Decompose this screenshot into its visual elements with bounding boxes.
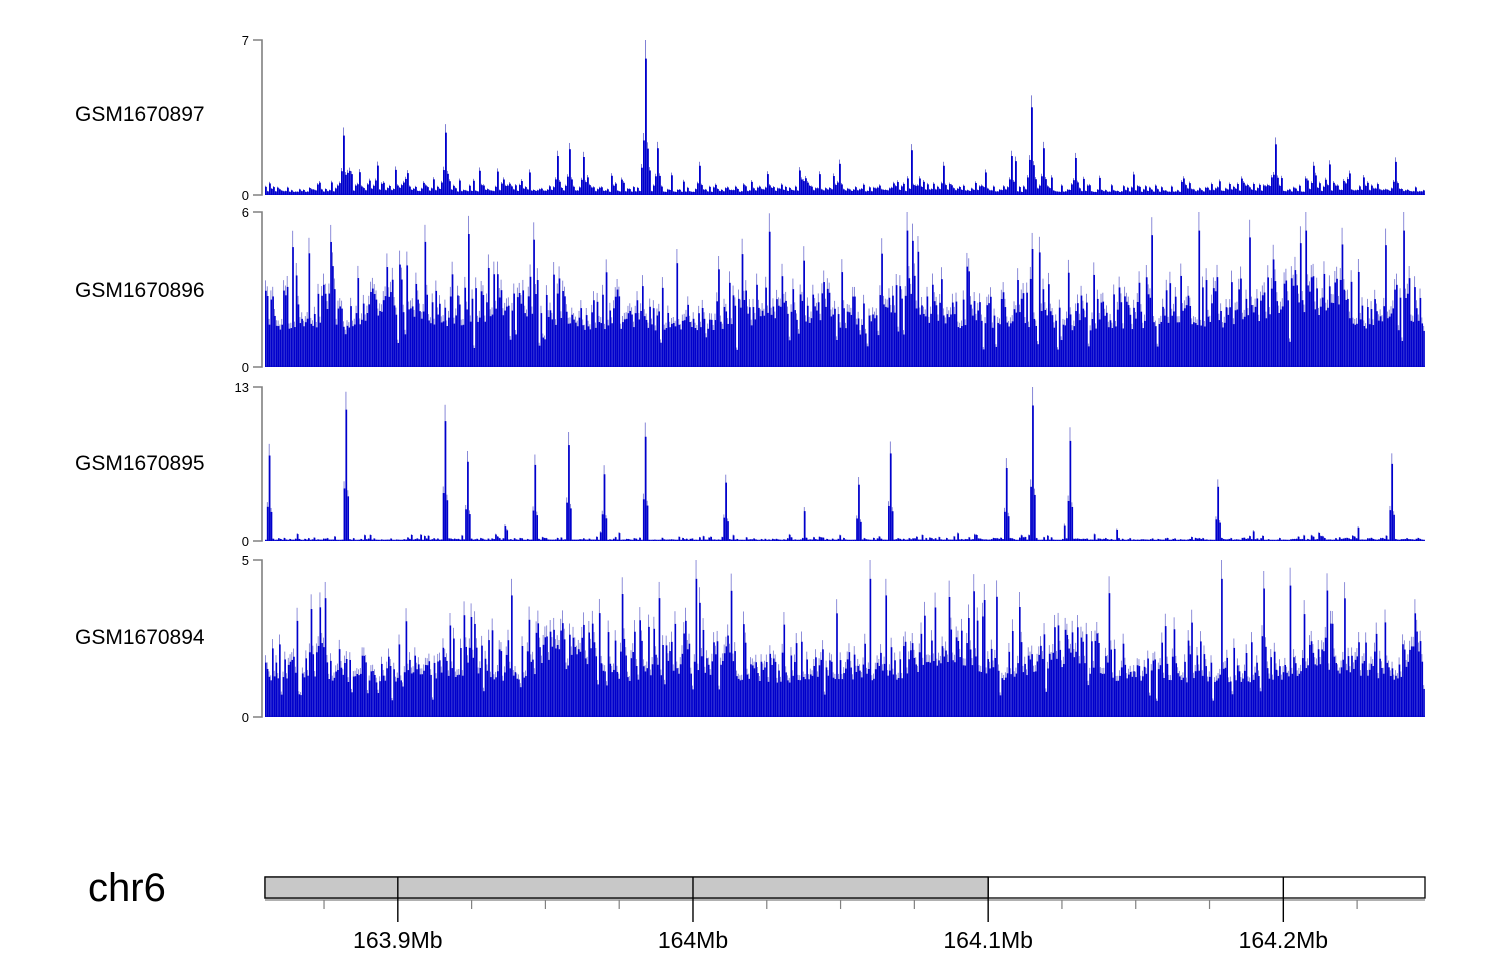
axis-tick-label: 164.2Mb <box>1239 927 1329 953</box>
axis-tick-label: 164Mb <box>658 927 728 953</box>
track-label-gsm1670895: GSM1670895 <box>75 452 205 475</box>
track-label-gsm1670897: GSM1670897 <box>75 103 205 126</box>
y-axis-max-label-GSM1670894: 5 <box>242 553 249 568</box>
track-label-gsm1670894: GSM1670894 <box>75 626 205 649</box>
coverage-bars <box>265 40 1425 195</box>
y-axis-min-label-GSM1670894: 0 <box>242 710 249 725</box>
ideogram-cytoband <box>264 876 989 899</box>
y-axis-min-label-GSM1670896: 0 <box>242 360 249 375</box>
axis-tick-label: 164.1Mb <box>943 927 1033 953</box>
y-axis-max-label-GSM1670897: 7 <box>242 33 249 48</box>
y-axis-min-label-GSM1670895: 0 <box>242 534 249 549</box>
coverage-bars <box>265 212 1425 368</box>
track-label-gsm1670896: GSM1670896 <box>75 279 205 302</box>
y-axis-max-label-GSM1670895: 13 <box>235 380 249 395</box>
y-axis-max-label-GSM1670896: 6 <box>242 205 249 220</box>
chromosome-label: chr6 <box>88 866 166 910</box>
coverage-bars <box>265 560 1425 717</box>
axis-tick-label: 163.9Mb <box>353 927 443 953</box>
y-axis-min-label-GSM1670897: 0 <box>242 188 249 203</box>
